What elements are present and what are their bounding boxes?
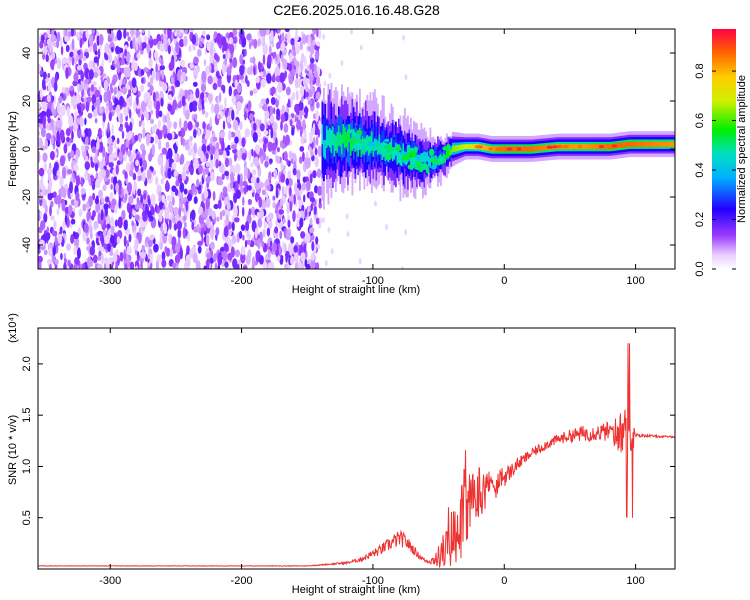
snr-y-tick-2-0: 2.0 bbox=[21, 356, 33, 371]
colorbar-axis: 0.0 0.2 0.4 0.6 0.8 bbox=[694, 63, 736, 277]
snr-y-tick-1-0: 1.0 bbox=[21, 459, 33, 474]
snr-frame bbox=[37, 327, 676, 570]
colorbar-tick-0-4: 0.4 bbox=[694, 162, 706, 177]
snr-x-tick-zero: 0 bbox=[501, 575, 507, 587]
spectrogram-y-tick-minus-40: -40 bbox=[21, 237, 33, 253]
spectrogram-x-tick-plus-100: 100 bbox=[626, 275, 644, 287]
colorbar-tick-0-2: 0.2 bbox=[694, 212, 706, 227]
colorbar-tick-0-6: 0.6 bbox=[694, 113, 706, 128]
signal-band bbox=[321, 82, 675, 210]
spectrogram-x-tick-minus-100: -100 bbox=[362, 275, 384, 287]
spectrogram-x-tick-minus-300: -300 bbox=[99, 275, 121, 287]
snr-series-line bbox=[38, 343, 675, 569]
colorbar-label: Normalized spectral amplitude bbox=[736, 75, 748, 223]
spectrogram-y-axis-label: Frequency (Hz) bbox=[7, 111, 19, 187]
snr-x-tick-plus-100: 100 bbox=[626, 575, 644, 587]
snr-line-path bbox=[38, 343, 675, 569]
spectrogram-x-axis-label: Height of straight line (km) bbox=[292, 284, 420, 296]
snr-x-tick-minus-100: -100 bbox=[362, 575, 384, 587]
spectrogram-y-tick-minus-20: -20 bbox=[21, 189, 33, 205]
colorbar-tick-0-0: 0.0 bbox=[694, 261, 706, 276]
spectrogram-y-tick-plus-40: 40 bbox=[21, 47, 33, 59]
spectrogram-x-tick-minus-200: -200 bbox=[231, 275, 253, 287]
snr-y-multiplier: (x10⁴) bbox=[7, 313, 19, 343]
colorbar-tick-0-8: 0.8 bbox=[694, 63, 706, 78]
spectrogram-y-tick-plus-20: 20 bbox=[21, 95, 33, 107]
snr-x-axis-label: Height of straight line (km) bbox=[292, 584, 420, 596]
snr-x-tick-minus-200: -200 bbox=[231, 575, 253, 587]
snr-x-tick-minus-300: -300 bbox=[99, 575, 121, 587]
spectrogram-x-tick-zero: 0 bbox=[501, 275, 507, 287]
snr-y-axis-label: SNR (10 * v/v) bbox=[7, 415, 19, 485]
spectrogram-y-tick-zero: 0 bbox=[21, 146, 33, 152]
noise-speckle bbox=[38, 29, 408, 269]
chart-title: C2E6.2025.016.16.48.G28 bbox=[273, 2, 440, 18]
colorbar bbox=[712, 29, 736, 269]
snr-y-tick-1-5: 1.5 bbox=[21, 408, 33, 423]
snr-y-tick-0-5: 0.5 bbox=[21, 510, 33, 525]
spectrogram-heatmap bbox=[38, 29, 675, 269]
snr-axes: -300 -200 -100 0 100 0.5 1.0 1.5 2.0 bbox=[21, 328, 675, 587]
